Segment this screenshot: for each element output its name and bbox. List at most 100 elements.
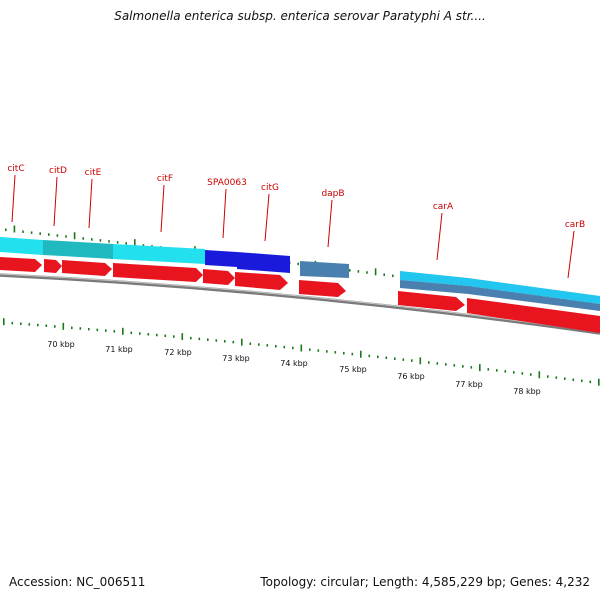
scale-tick: [39, 232, 41, 235]
genome-backbone: [0, 273, 600, 335]
feature-dapb-steel: [300, 261, 349, 278]
scale-tick: [105, 329, 107, 332]
scale-tick: [411, 359, 413, 362]
scale-tick: [496, 369, 498, 372]
scale-tick: [99, 239, 102, 242]
kbp-labels: 70 kbp 71 kbp 72 kbp 73 kbp 74 kbp 75 kbp 76 k…: [47, 340, 541, 396]
scale-tick: [513, 371, 515, 374]
cds-track: [0, 257, 600, 333]
scale-tick: [402, 358, 405, 361]
kbp-label: 71 kbp: [105, 345, 133, 354]
scale-tick: [122, 327, 124, 335]
cds-arrow-spa0063: [203, 269, 235, 285]
scale-tick: [581, 379, 583, 383]
scale-tick: [326, 350, 328, 353]
scale-tick: [232, 340, 235, 344]
scale-tick: [198, 337, 201, 341]
scale-tick: [215, 339, 218, 342]
gene-label-citc: citC: [7, 164, 24, 174]
scale-tick: [130, 331, 133, 335]
scale-tick: [181, 333, 184, 341]
gene-labels: citC citD citE citF SPA0063 citG dapB carA carB: [7, 164, 585, 279]
scale-tick: [190, 336, 192, 340]
scale-tick: [22, 230, 24, 233]
scale-tick: [113, 330, 116, 333]
gene-label-citg: citG: [261, 183, 279, 193]
gene-label-spa0063: SPA0063: [207, 178, 247, 188]
accession-text: Accession: NC_006511: [9, 575, 146, 589]
bottom-tick-row: [3, 318, 600, 386]
kbp-label: 77 kbp: [455, 380, 483, 389]
gene-label-citf: citF: [157, 174, 173, 184]
scale-tick: [385, 356, 388, 360]
scale-tick: [249, 342, 252, 345]
feature-citc-cyan: [0, 237, 43, 255]
gene-leader-line: [11, 174, 16, 223]
scale-tick: [419, 357, 422, 365]
cds-arrow-dapb: [299, 280, 346, 297]
cds-arrow-citd: [44, 259, 62, 273]
scale-tick: [134, 239, 136, 247]
scale-tick: [462, 365, 464, 368]
gene-leader-line: [53, 176, 58, 227]
feature-citg-blue: [237, 252, 290, 273]
scale-tick: [292, 346, 294, 350]
gene-label-cara: carA: [433, 202, 454, 212]
scale-tick: [65, 235, 67, 238]
scale-tick: [56, 234, 59, 237]
scale-tick: [71, 326, 73, 330]
scale-tick: [383, 273, 385, 276]
scale-tick: [428, 361, 430, 364]
scale-tick: [207, 338, 209, 341]
scale-tick: [366, 271, 368, 274]
scale-tick: [28, 323, 31, 326]
scale-tick: [453, 364, 456, 367]
scale-tick: [343, 351, 345, 355]
feature-track-upper: [0, 237, 600, 311]
feature-cite-teal: [62, 241, 113, 259]
kbp-label: 73 kbp: [222, 354, 250, 363]
scale-tick: [445, 363, 447, 366]
cds-arrow-citg: [235, 272, 288, 290]
scale-tick: [470, 366, 473, 369]
feature-citd-teal: [43, 240, 62, 256]
gene-leader-line: [88, 178, 93, 229]
scale-tick: [368, 354, 371, 358]
scale-tick: [538, 371, 541, 379]
scale-tick: [589, 380, 592, 384]
scale-tick: [300, 344, 303, 352]
scale-tick: [54, 325, 56, 328]
gene-leader-line: [222, 188, 227, 239]
scale-tick: [392, 274, 394, 278]
scale-tick: [224, 340, 226, 343]
scale-tick: [20, 322, 22, 326]
gene-label-dapb: dapB: [321, 189, 344, 199]
feature-cara-upper: [400, 271, 468, 286]
scale-tick: [479, 364, 481, 372]
scale-tick: [258, 343, 260, 346]
gene-leader-line: [160, 184, 165, 233]
scale-tick: [116, 241, 119, 244]
scale-tick: [3, 318, 5, 326]
scale-tick: [530, 373, 532, 376]
scale-tick: [37, 323, 39, 327]
kbp-label: 72 kbp: [164, 348, 192, 357]
gene-label-citd: citD: [49, 166, 67, 176]
scale-tick: [487, 368, 490, 371]
scale-tick: [241, 338, 243, 346]
scale-tick: [79, 327, 82, 330]
scale-tick: [139, 332, 141, 335]
scale-tick: [374, 268, 377, 276]
genome-backbone-highlight: [0, 273, 600, 333]
scale-tick: [436, 362, 439, 365]
scale-tick: [11, 321, 14, 325]
scale-tick: [108, 240, 110, 243]
feature-carb-upper: [468, 278, 600, 304]
scale-tick: [62, 322, 65, 330]
gene-leader-line: [436, 212, 443, 261]
scale-tick: [156, 333, 158, 337]
kbp-label: 70 kbp: [47, 340, 75, 349]
gene-leader-line: [567, 230, 575, 279]
scale-tick: [334, 351, 337, 354]
